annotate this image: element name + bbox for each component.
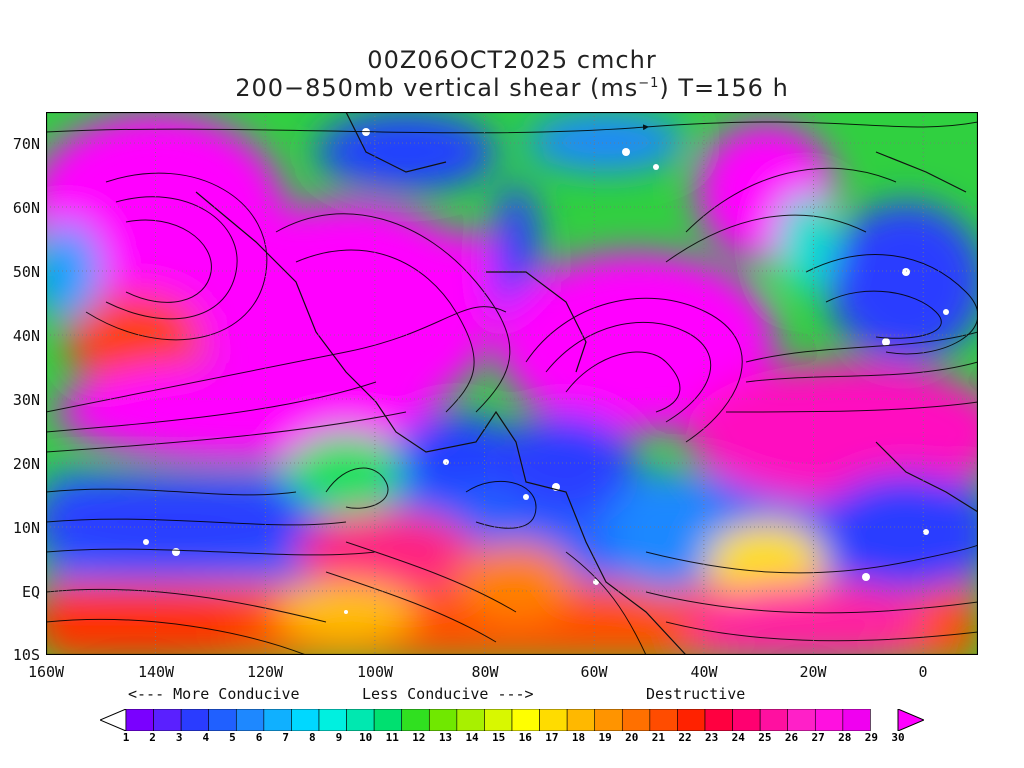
color-bar-tick-label: 23 xyxy=(705,731,719,744)
color-bar-tick-label: 16 xyxy=(518,731,532,744)
color-bar-tick-label: 28 xyxy=(838,731,852,744)
color-bar-tick-label: 30 xyxy=(891,731,905,744)
color-bar-segment xyxy=(759,709,789,731)
lat-label: 60N xyxy=(12,199,40,217)
color-bar-segment xyxy=(346,709,375,731)
color-bar-segment xyxy=(566,709,596,731)
lon-label: 120W xyxy=(246,663,284,681)
latitude-labels: 70N 60N 50N 40N 30N 20N 10N EQ 10S xyxy=(0,0,40,768)
color-bar-segment xyxy=(208,709,237,731)
color-bar-segment xyxy=(125,709,154,731)
color-bar-low-arrow xyxy=(100,709,127,731)
color-bar-tick-label: 29 xyxy=(864,731,878,744)
color-bar-tick-label: 5 xyxy=(229,731,236,744)
lat-label: 50N xyxy=(12,263,40,281)
color-bar-segment xyxy=(263,709,292,731)
color-bar-tick-label: 4 xyxy=(202,731,210,744)
color-bar-tick-label: 14 xyxy=(465,731,479,744)
color-bar-segment xyxy=(621,709,651,731)
shear-field xyxy=(46,112,978,655)
destructive-label: Destructive xyxy=(646,685,746,703)
less-conducive-label: Less Conducive ---> xyxy=(362,685,534,703)
color-bar-segment xyxy=(180,709,210,731)
lat-label: 30N xyxy=(12,391,40,409)
lon-label: 20W xyxy=(799,663,827,681)
color-bar-tick-label: 21 xyxy=(651,731,666,744)
color-bar-tick-label: 27 xyxy=(811,731,825,744)
color-bar-tick-label: 25 xyxy=(758,731,772,744)
lon-label: 160W xyxy=(27,663,65,681)
color-bar-segment xyxy=(235,709,265,731)
map-title-line2: 200−850mb vertical shear (ms−1) T=156 h xyxy=(0,74,1024,102)
color-bar-tick-label: 7 xyxy=(282,731,290,744)
color-bar-segment xyxy=(677,709,706,731)
color-bar-segment xyxy=(373,709,403,731)
map-title-line1: 00Z06OCT2025 cmchr xyxy=(367,46,657,74)
color-bar-segment xyxy=(428,709,458,731)
color-bar-high-arrow xyxy=(897,709,924,731)
lon-label: 40W xyxy=(690,663,718,681)
map-frame xyxy=(46,112,978,655)
color-bar-segment xyxy=(732,709,761,731)
shear-map xyxy=(46,112,978,655)
color-bar xyxy=(100,709,924,731)
color-bar-segment xyxy=(787,709,816,731)
color-bar-tick-label: 17 xyxy=(545,731,559,744)
color-bar-tick-label: 24 xyxy=(731,731,745,744)
lon-label: 0 xyxy=(918,663,928,681)
color-bar-segment xyxy=(484,709,513,731)
lon-label: 60W xyxy=(580,663,608,681)
color-bar-segment xyxy=(649,709,678,731)
lat-label: 70N xyxy=(12,135,40,153)
color-bar-segment xyxy=(511,709,540,731)
title-unit-exponent: −1 xyxy=(638,76,660,91)
color-bar-tick-label: 18 xyxy=(571,731,586,744)
color-bar-tick-label: 6 xyxy=(255,731,263,744)
color-bar-segment xyxy=(594,709,623,731)
title-end: ) T=156 h xyxy=(659,74,789,102)
color-bar-tick-label: 20 xyxy=(625,731,639,744)
color-bar-segment xyxy=(291,709,320,731)
streamlines xyxy=(46,121,978,655)
color-bar-segment xyxy=(401,709,430,731)
coastlines xyxy=(195,112,978,655)
conducive-legend: <--- More Conducive Less Conducive ---> … xyxy=(0,685,1024,707)
color-bar-labels: 1 2 3 4 5 6 7 8 9 10 11 12 13 14 15 16 17 18 19 20 21 22 23 24 2… xyxy=(0,731,1024,747)
color-bar-segment xyxy=(153,709,182,731)
color-bar-tick-label: 15 xyxy=(492,731,506,744)
color-bar-tick-label: 9 xyxy=(335,731,343,744)
lat-label: 10S xyxy=(12,646,40,664)
lon-label: 140W xyxy=(137,663,175,681)
color-bar-segment xyxy=(814,709,844,731)
color-bar-tick-label: 8 xyxy=(309,731,316,744)
color-bar-segment xyxy=(456,709,485,731)
color-bar-tick-label: 11 xyxy=(385,731,399,744)
lon-label: 80W xyxy=(471,663,499,681)
color-bar-segment xyxy=(539,709,568,731)
shear-color-blobs xyxy=(46,112,978,655)
color-bar-tick-label: 1 xyxy=(122,731,130,744)
color-bar-tick-label: 22 xyxy=(678,731,692,744)
lat-lon-grid xyxy=(46,112,978,655)
lat-label: 40N xyxy=(12,327,40,345)
color-bar-tick-label: 26 xyxy=(784,731,799,744)
color-bar-segment xyxy=(842,709,871,731)
color-bar-segment xyxy=(318,709,347,731)
color-bar-tick-label: 2 xyxy=(149,731,156,744)
color-bar-tick-label: 3 xyxy=(175,731,183,744)
color-bar-tick-label: 10 xyxy=(358,731,373,744)
color-bar-tick-label: 12 xyxy=(412,731,426,744)
color-bar-tick-label: 13 xyxy=(438,731,453,744)
color-bar-tick-label: 19 xyxy=(598,731,612,744)
color-bar-segment xyxy=(704,709,733,731)
more-conducive-label: <--- More Conducive xyxy=(128,685,300,703)
lat-label: 20N xyxy=(12,455,40,473)
lon-label: 100W xyxy=(356,663,394,681)
lat-label: 10N xyxy=(12,519,40,537)
lat-label: EQ xyxy=(21,583,40,601)
title-main: 200−850mb vertical shear (ms xyxy=(235,74,639,102)
